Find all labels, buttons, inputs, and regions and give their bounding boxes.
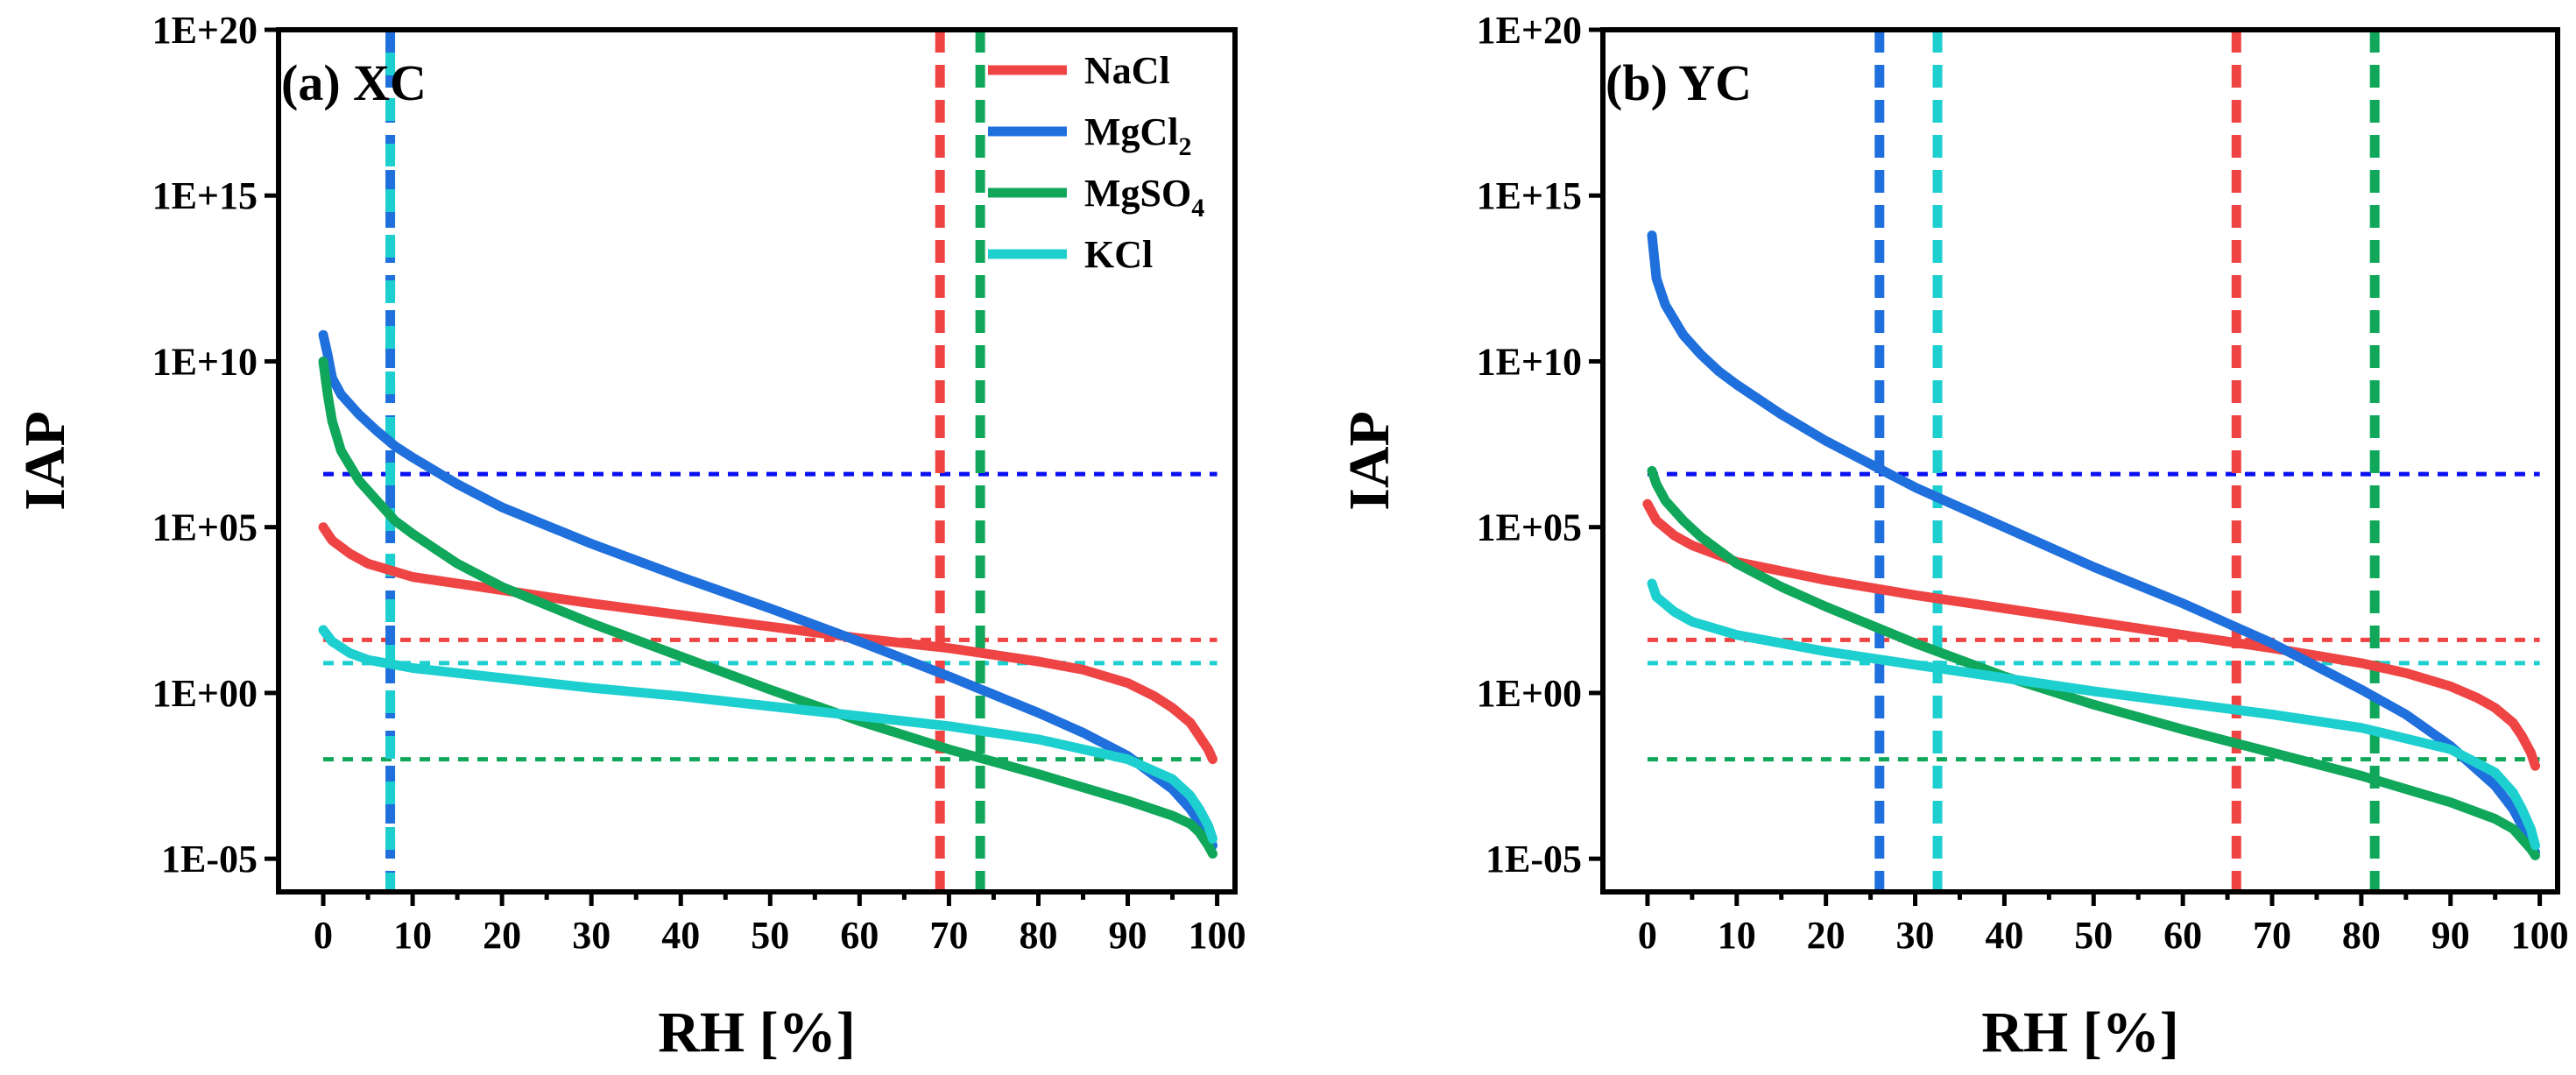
y-tick-label: 1E-05 <box>1486 838 1582 881</box>
legend-label: KCl <box>1084 233 1153 276</box>
x-tick-label: 100 <box>2511 914 2569 957</box>
series-line-mgcl2 <box>1647 230 2540 858</box>
x-tick-label: 60 <box>840 914 879 957</box>
panel-a: 0 10 20 30 40 50 60 70 80 90 100 1E-05 1E+00 1E+05 1E+… <box>13 9 1246 1064</box>
x-tick-label: 0 <box>314 914 333 957</box>
legend-item-nacl: NaCl <box>988 49 1170 92</box>
x-tick-label: 70 <box>929 914 968 957</box>
x-tick-label: 10 <box>393 914 432 957</box>
panel-title: (a) XC <box>281 54 427 111</box>
x-tick-label: 0 <box>1638 914 1657 957</box>
x-tick-label: 90 <box>2431 914 2470 957</box>
x-axis-label: RH [%] <box>1981 1001 2178 1064</box>
y-tick-label: 1E+20 <box>1477 9 1582 52</box>
x-tick-label: 100 <box>1189 914 1246 957</box>
x-tick-label: 80 <box>1019 914 1057 957</box>
y-tick-label: 1E+00 <box>1477 672 1582 715</box>
x-axis-label: RH [%] <box>658 1001 855 1064</box>
y-tick-label: 1E+10 <box>1477 340 1582 383</box>
legend-label-subscript: 4 <box>1191 194 1204 223</box>
series-line-mgso4 <box>318 357 1217 859</box>
x-tick-label: 30 <box>1896 914 1935 957</box>
x-tick-label: 50 <box>2074 914 2113 957</box>
plot-area <box>318 30 1217 892</box>
x-tick-label: 90 <box>1109 914 1147 957</box>
x-tick-label: 50 <box>751 914 789 957</box>
legend-label: NaCl <box>1084 49 1170 92</box>
series-line-kcl <box>1647 578 2540 851</box>
legend: NaCl MgCl2 MgSO4 KCl <box>988 49 1204 276</box>
legend-label-subscript: 2 <box>1179 132 1192 161</box>
legend-label: MgCl2 <box>1084 110 1192 161</box>
y-tick-label: 1E+15 <box>1477 174 1582 217</box>
y-tick-label: 1E+05 <box>1477 506 1582 549</box>
plot-frame <box>276 27 1238 895</box>
y-tick-label: 1E-05 <box>161 838 258 881</box>
legend-label: MgSO4 <box>1084 172 1204 223</box>
plot-area <box>1642 30 2540 892</box>
y-tick-label: 1E+05 <box>152 506 258 549</box>
series-line-nacl <box>1642 499 2540 771</box>
x-tick-label: 60 <box>2163 914 2202 957</box>
legend-label-base: MgSO <box>1084 172 1191 215</box>
x-tick-label: 20 <box>1807 914 1846 957</box>
series-line-mgcl2 <box>318 329 1217 851</box>
y-axis-label: IAP <box>1337 411 1401 511</box>
legend-label-base: KCl <box>1084 233 1153 276</box>
y-tick-label: 1E+10 <box>152 340 258 383</box>
series-line-kcl <box>318 625 1217 844</box>
plot-frame <box>1600 27 2560 895</box>
x-tick-label: 30 <box>572 914 610 957</box>
series-line-nacl <box>318 522 1217 765</box>
x-tick-label: 10 <box>1718 914 1756 957</box>
y-tick-label: 1E+00 <box>152 672 258 715</box>
legend-item-mgso4: MgSO4 <box>988 172 1204 223</box>
x-tick-label: 70 <box>2253 914 2291 957</box>
legend-item-mgcl2: MgCl2 <box>988 110 1192 161</box>
panel-b: 0 10 20 30 40 50 60 70 80 90 100 1E-05 1E+00 1E+05 1E+… <box>1337 9 2569 1064</box>
x-tick-label: 80 <box>2342 914 2381 957</box>
y-tick-label: 1E+15 <box>152 174 258 217</box>
legend-label-base: NaCl <box>1084 49 1170 92</box>
x-tick-label: 20 <box>483 914 521 957</box>
x-tick-label: 40 <box>661 914 700 957</box>
legend-label-base: MgCl <box>1084 110 1179 153</box>
panel-title: (b) YC <box>1606 54 1752 111</box>
legend-item-kcl: KCl <box>988 233 1153 276</box>
y-tick-label: 1E+20 <box>152 9 258 52</box>
x-tick-label: 40 <box>1985 914 2023 957</box>
y-axis-label: IAP <box>13 411 77 511</box>
